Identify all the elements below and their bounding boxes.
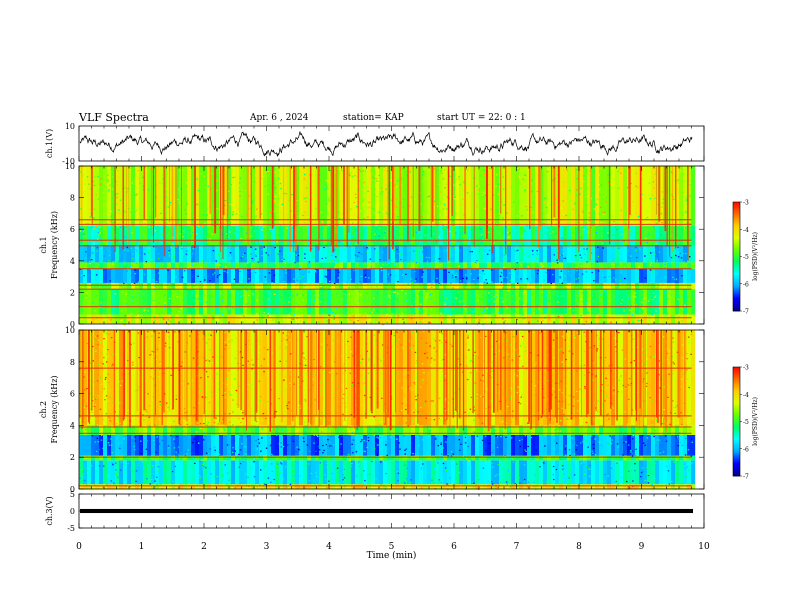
xtick-0: 0 [76,542,82,552]
spectrogram-ch1-ytick-4: 4 [70,257,75,266]
xtick-2: 2 [201,542,207,552]
xtick-8: 8 [576,542,582,552]
start-time-label: start UT = 22: 0 : 1 [437,113,526,123]
xtick-10: 10 [698,542,710,552]
ch1-ytick-bottom: -10 [62,157,75,166]
waveform-ch3-frame-time-ticks [78,494,705,528]
spectrogram-ch1-ylabel-frequency: Frequency (kHz) [50,211,59,279]
spectrogram-ch2-ytick-2: 2 [70,453,75,462]
spectrogram-ch2-colorbar [732,366,742,477]
spectrogram-ch1-colorbar-tick-m7: -7 [743,309,749,316]
spectrogram-ch1-ytick-10: 10 [65,162,75,171]
spectrogram-ch2-ylabel-frequency: Frequency (kHz) [50,375,59,443]
spectrogram-ch1-colorbar-tick-m5: -5 [743,254,749,261]
spectrogram-ch2-ytick-0: 0 [70,485,75,494]
ch3-ylabel: ch.3(V) [45,496,54,525]
xtick-6: 6 [451,542,457,552]
spectrogram-ch2-colorbar-tick-m4: -4 [743,392,749,399]
spectrogram-ch2-colorbar-label: log(PSD)(V²/Hz) [752,397,759,446]
date-label: Apr. 6 , 2024 [250,113,309,123]
xtick-1: 1 [139,542,145,552]
spectrogram-ch1-frame-time-ticks [78,166,705,324]
spectrogram-ch1-ytick-8: 8 [70,194,75,203]
spectrogram-ch1-narrowband-lines [79,219,692,319]
xtick-7: 7 [514,542,520,552]
xtick-5: 5 [389,542,395,552]
waveform-ch3-band [80,508,693,514]
ch1-ylabel: ch.1(V) [45,129,54,158]
spectrogram-ch2-frame-time-ticks [78,330,705,489]
spectrogram-ch2-colorbar-tick-m3: -3 [743,365,749,372]
xtick-4: 4 [326,542,332,552]
xtick-3: 3 [264,542,270,552]
spectrogram-ch1-sferics [81,166,689,261]
spectrogram-ch2-colorbar-tick-m7: -7 [743,474,749,481]
spectrogram-ch1-ytick-2: 2 [70,288,75,297]
spectrogram-ch1-cells [79,166,696,326]
spectrogram-ch2-colorbar-tick-m6: -6 [743,446,749,453]
ch1-ytick-top: 10 [65,122,75,131]
spectrogram-ch1-colorbar-tick-m6: -6 [743,281,749,288]
spectrogram-ch1-ylabel-channel: ch.1 [39,236,48,253]
station-label: station= KAP [343,113,404,123]
ch3-ytick-m5: -5 [67,524,75,533]
xtick-9: 9 [639,542,645,552]
xaxis-label: Time (min) [367,550,417,561]
spectrogram-ch2-ytick-6: 6 [70,390,75,399]
spectrogram-ch1-ytick-6: 6 [70,225,75,234]
ch3-ytick-0: 0 [70,507,75,516]
spectrogram-ch2-ytick-10: 10 [65,326,75,335]
chart-title: VLF Spectra [79,111,149,124]
spectrogram-ch1-colorbar-tick-m4: -4 [743,227,749,234]
spectrogram-ch2-sferics [79,330,686,432]
waveform-ch1-trace [79,131,693,157]
spectrogram-ch2-ylabel-channel: ch.2 [39,401,48,418]
spectrogram-ch1-colorbar [732,201,742,312]
ch3-ytick-5: 5 [70,490,75,499]
waveform-ch1-frame-time-ticks [78,126,705,161]
spectrogram-ch1-ytick-0: 0 [70,320,75,329]
spectrogram-ch1-colorbar-tick-m3: -3 [743,200,749,207]
waveform-ch1-frame [78,125,705,162]
spectrogram-ch2-narrowband-lines [79,367,692,487]
spectrogram-ch2-colorbar-tick-m5: -5 [743,419,749,426]
spectrogram-ch2-ytick-4: 4 [70,421,75,430]
spectrogram-ch1-colorbar-label: log(PSD)(V²/Hz) [752,232,759,281]
spectrogram-ch2-ytick-8: 8 [70,358,75,367]
